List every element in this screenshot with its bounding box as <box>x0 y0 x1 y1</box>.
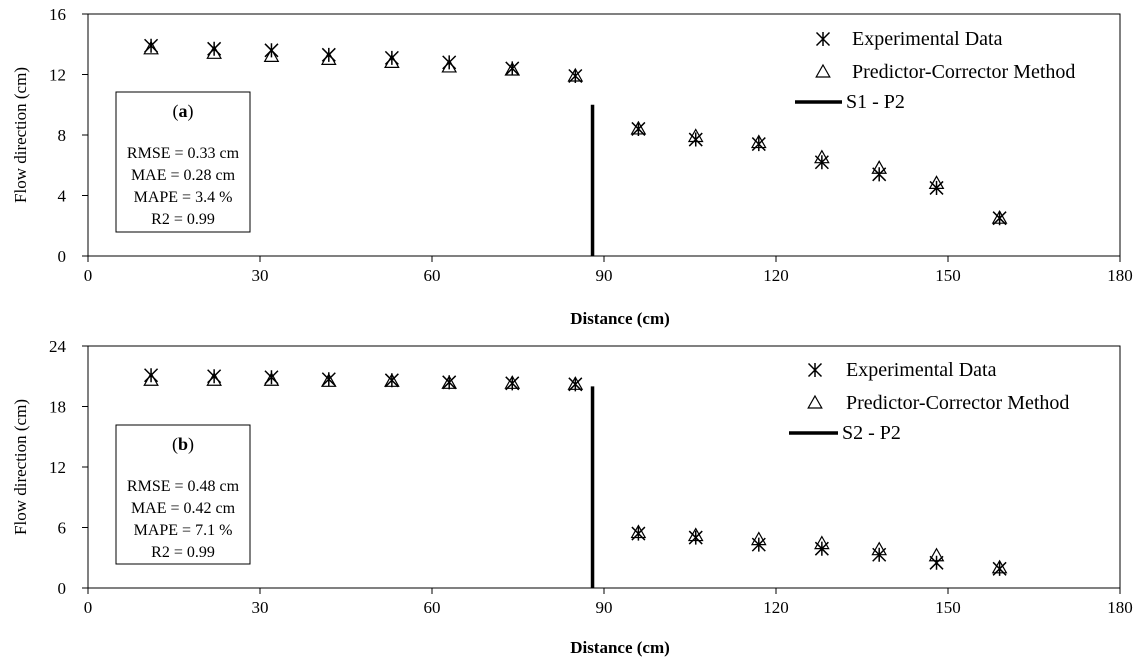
data-point-predictor <box>143 372 159 386</box>
legend-label-experimental: Experimental Data <box>852 28 1003 50</box>
legend-label-divider: S1 - P2 <box>846 91 905 113</box>
data-point-predictor <box>441 58 458 73</box>
stats-box <box>115 424 251 565</box>
data-point-predictor <box>320 51 337 65</box>
y-tick-label: 0 <box>58 247 67 266</box>
data-point-predictor <box>263 372 280 386</box>
legend-label-experimental: Experimental Data <box>846 359 997 381</box>
x-tick-label: 120 <box>763 598 789 617</box>
x-tick-label: 180 <box>1107 266 1133 285</box>
data-point-predictor <box>991 559 1008 574</box>
y-axis-title: Flow direction (cm) <box>11 399 30 535</box>
stats-line: R2 = 0.99 <box>151 211 215 228</box>
data-point-predictor <box>143 40 159 55</box>
data-point-predictor <box>687 128 704 143</box>
panel-label-letter: b <box>178 434 188 454</box>
legend-marker-predictor <box>807 394 823 409</box>
panel-label: (b) <box>172 434 194 455</box>
legend-label-divider: S2 - P2 <box>842 422 901 444</box>
legend-marker-predictor <box>815 63 831 78</box>
data-point-predictor <box>630 120 647 135</box>
y-tick-label: 6 <box>58 519 67 538</box>
data-point-experimental <box>144 368 159 383</box>
x-tick-label: 0 <box>84 266 93 285</box>
data-point-experimental <box>384 373 399 388</box>
y-tick-label: 12 <box>49 458 66 477</box>
data-point-predictor <box>320 373 337 387</box>
data-point-predictor <box>871 160 888 174</box>
stats-line: MAE = 0.42 cm <box>131 500 236 517</box>
chart-panel-a: 0 30 60 90 120 150 180 0 4 8 12 16 Distance (cm) Flow… <box>11 5 1133 328</box>
x-tick-label: 30 <box>252 598 269 617</box>
data-point-predictor <box>928 175 945 189</box>
data-point-predictor <box>630 524 647 539</box>
data-point-experimental <box>751 137 766 152</box>
data-point-experimental <box>688 530 703 545</box>
stats-line: R2 = 0.99 <box>151 544 215 561</box>
data-point-predictor <box>504 375 521 389</box>
panel-label-open: ( <box>173 101 179 122</box>
data-point-predictor <box>871 541 888 556</box>
x-tick-label: 90 <box>596 598 613 617</box>
stats-line: MAE = 0.28 cm <box>131 167 236 184</box>
y-tick-label: 0 <box>58 579 67 598</box>
data-point-experimental <box>442 375 457 390</box>
legend-marker-experimental <box>815 31 831 47</box>
stats-line: RMSE = 0.33 cm <box>127 145 240 162</box>
data-point-predictor <box>263 48 280 62</box>
data-point-predictor <box>567 67 584 82</box>
y-tick-label: 8 <box>58 126 67 145</box>
x-tick-label: 0 <box>84 598 93 617</box>
x-tick-label: 60 <box>424 598 441 617</box>
y-tick-label: 4 <box>58 187 67 206</box>
x-tick-label: 150 <box>935 266 961 285</box>
chart-panel-b: 0 30 60 90 120 150 180 0 6 12 18 24 Distance (cm) Flo… <box>11 337 1133 657</box>
data-point-predictor <box>206 372 222 386</box>
legend-label-predictor: Predictor-Corrector Method <box>846 392 1069 414</box>
panel-label-close: ) <box>188 101 194 122</box>
data-point-predictor <box>384 373 400 387</box>
data-point-predictor <box>441 375 458 389</box>
data-point-predictor <box>814 149 830 164</box>
stats-box <box>115 91 251 233</box>
y-tick-label: 12 <box>49 66 66 85</box>
legend-label-predictor: Predictor-Corrector Method <box>852 61 1075 83</box>
data-point-predictor <box>567 376 584 390</box>
data-point-predictor <box>687 527 704 542</box>
stats-line: MAPE = 7.1 % <box>134 522 233 539</box>
stats-line: MAPE = 3.4 % <box>134 189 233 206</box>
x-tick-label: 30 <box>252 266 269 285</box>
panel-label-letter: a <box>179 101 188 121</box>
x-tick-label: 90 <box>596 266 613 285</box>
data-point-predictor <box>928 547 945 562</box>
data-point-predictor <box>814 535 830 550</box>
data-point-experimental <box>688 132 703 147</box>
data-point-predictor <box>750 134 767 149</box>
x-tick-label: 180 <box>1107 598 1133 617</box>
y-tick-label: 18 <box>49 398 66 417</box>
y-axis-title: Flow direction (cm) <box>11 67 30 203</box>
y-tick-label: 16 <box>49 5 66 24</box>
data-point-predictor <box>384 54 400 68</box>
data-point-predictor <box>991 209 1008 224</box>
x-tick-label: 150 <box>935 598 961 617</box>
stats-line: RMSE = 0.48 cm <box>127 478 240 495</box>
data-point-predictor <box>750 531 767 546</box>
legend-marker-experimental <box>807 362 823 378</box>
data-point-experimental <box>929 555 944 570</box>
data-point-predictor <box>504 61 521 76</box>
data-point-predictor <box>206 45 222 59</box>
panel-label-open: ( <box>172 434 178 455</box>
x-tick-label: 120 <box>763 266 789 285</box>
y-tick-label: 24 <box>49 337 67 356</box>
panel-label-close: ) <box>188 434 194 455</box>
x-axis-title: Distance (cm) <box>570 309 670 328</box>
x-tick-label: 60 <box>424 266 441 285</box>
x-axis-title: Distance (cm) <box>570 638 670 657</box>
panel-label: (a) <box>173 101 194 122</box>
